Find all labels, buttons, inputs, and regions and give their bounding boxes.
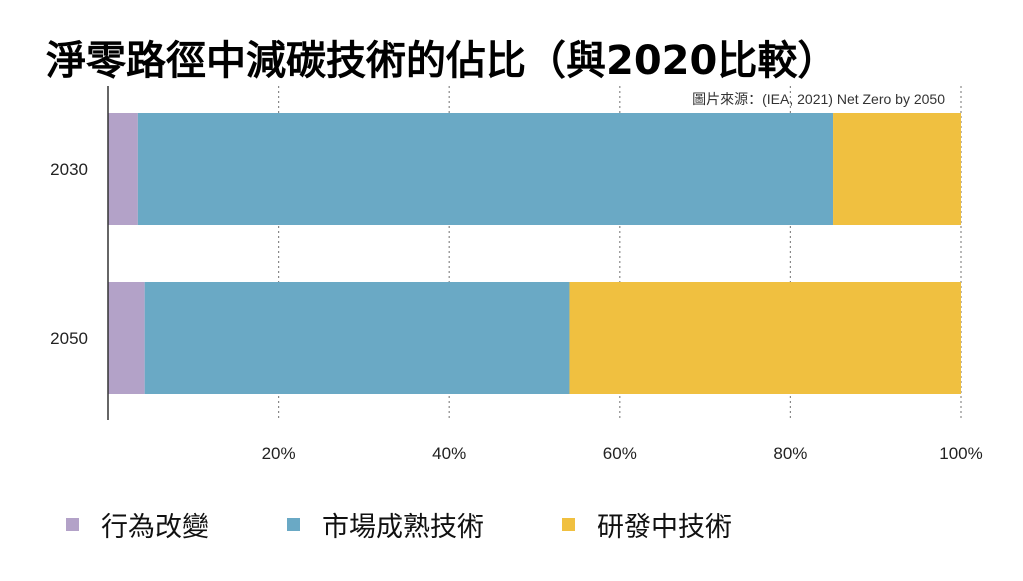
- bar-2050-series-1: [144, 282, 570, 394]
- bar-2050-series-2: [569, 282, 961, 394]
- legend-label-rnd: 研發中技術: [597, 512, 732, 543]
- chart-legend: 行為改變 市場成熟技術 研發中技術: [66, 505, 732, 544]
- legend-item-mature: 市場成熟技術: [287, 505, 484, 544]
- category-label-2050: 2050: [50, 329, 88, 348]
- x-tick-label-60: 60%: [603, 444, 637, 463]
- legend-item-behavior: 行為改變: [66, 505, 209, 544]
- bar-2030-series-2: [833, 113, 961, 225]
- legend-swatch-behavior: [66, 518, 79, 531]
- x-tick-label-80: 80%: [773, 444, 807, 463]
- bar-2050-series-0: [108, 282, 145, 394]
- legend-label-mature: 市場成熟技術: [322, 512, 484, 543]
- legend-swatch-rnd: [562, 518, 575, 531]
- x-tick-label-100: 100%: [939, 444, 982, 463]
- source-note: 圖片來源：(IEA, 2021) Net Zero by 2050: [692, 91, 945, 107]
- x-tick-label-40: 40%: [432, 444, 466, 463]
- bar-2030-series-1: [137, 113, 834, 225]
- chart-title: 淨零路徑中減碳技術的佔比（與2020比較）: [46, 38, 838, 84]
- x-tick-label-20: 20%: [262, 444, 296, 463]
- category-label-2030: 2030: [50, 160, 88, 179]
- legend-label-behavior: 行為改變: [101, 512, 209, 543]
- legend-item-rnd: 研發中技術: [562, 505, 732, 544]
- legend-swatch-mature: [287, 518, 300, 531]
- bar-2030-series-0: [108, 113, 138, 225]
